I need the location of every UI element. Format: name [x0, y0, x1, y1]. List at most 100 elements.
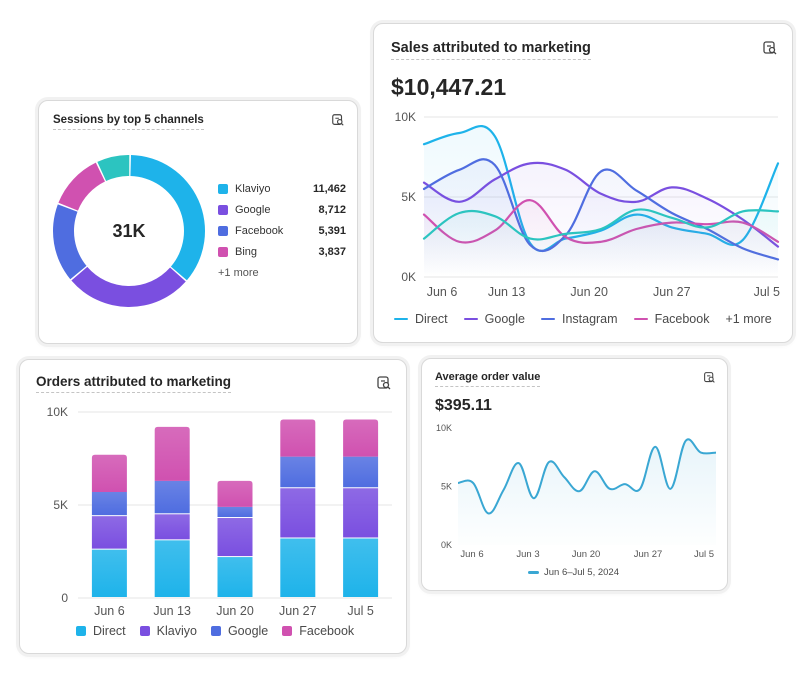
sales-card: Sales attributed to marketing $10,447.21… — [373, 23, 793, 343]
channel-name: Bing — [235, 246, 258, 258]
legend-swatch — [218, 205, 228, 215]
bar-segment-google[interactable] — [217, 506, 253, 518]
bar-segment-google[interactable] — [154, 480, 190, 514]
y-tick-label: 5K — [441, 482, 452, 492]
bar-segment-facebook[interactable] — [280, 419, 316, 457]
channel-value: 11,462 — [312, 183, 346, 195]
bar-segment-google[interactable] — [280, 456, 316, 488]
report-icon[interactable] — [762, 40, 778, 56]
bar-segment-klaviyo[interactable] — [154, 514, 190, 540]
x-tick-label: Jun 13 — [488, 285, 526, 299]
aov-card: Average order value $395.11 0K 5K 10K Jun 6… — [421, 358, 728, 591]
donut-slice-other[interactable] — [97, 155, 130, 182]
x-tick-label: Jun 3 — [516, 549, 539, 560]
channel-name: Klaviyo — [235, 183, 271, 195]
sales-total: $10,447.21 — [391, 74, 507, 100]
x-tick-label: Jun 20 — [570, 285, 608, 299]
bar-segment-direct[interactable] — [280, 538, 316, 597]
sessions-legend-item-google: Google 8,712 — [218, 204, 346, 216]
orders-card: Orders attributed to marketing 0 5K 10K Jun… — [19, 359, 407, 654]
sessions-donut-chart — [53, 155, 205, 307]
x-tick-label: Jun 27 — [279, 604, 317, 618]
orders-title[interactable]: Orders attributed to marketing — [36, 374, 232, 393]
legend-swatch — [218, 226, 228, 236]
x-tick-label: Jun 20 — [572, 549, 601, 560]
legend-more-link[interactable]: +1 more — [725, 312, 772, 326]
legend-item-facebook[interactable]: Facebook — [282, 624, 354, 638]
legend-item-direct[interactable]: Direct — [76, 624, 126, 638]
x-tick-label: Jun 27 — [653, 285, 691, 299]
orders-legend: Direct Klaviyo Google Facebook — [76, 624, 354, 638]
y-tick-label: 10K — [436, 423, 452, 433]
x-tick-label: Jun 13 — [153, 604, 191, 618]
bar-segment-direct[interactable] — [343, 538, 379, 597]
legend-swatch — [218, 184, 228, 194]
y-tick-label: 5K — [401, 190, 416, 204]
bar-segment-facebook[interactable] — [343, 419, 379, 457]
channel-value: 3,837 — [318, 246, 346, 258]
report-icon[interactable] — [376, 375, 392, 391]
bar-segment-direct[interactable] — [91, 549, 127, 597]
bar-segment-klaviyo[interactable] — [280, 488, 316, 538]
x-tick-label: Jun 20 — [216, 604, 254, 618]
sessions-more-link[interactable]: +1 more — [218, 267, 259, 279]
bar-segment-direct[interactable] — [154, 540, 190, 597]
aov-area — [458, 439, 716, 545]
channel-value: 8,712 — [318, 204, 346, 216]
bar-segment-google[interactable] — [343, 456, 379, 488]
y-tick-label: 10K — [395, 110, 416, 124]
channel-name: Facebook — [235, 225, 284, 237]
donut-slice-bing[interactable] — [58, 162, 105, 211]
x-tick-label: Jul 5 — [754, 285, 780, 299]
series-line-other[interactable] — [422, 208, 780, 241]
orders-bar-chart: 0 5K 10K Jun 6 Jun 13 Jun 20 Jun 27 Jul 5 — [47, 405, 392, 618]
x-tick-label: Jul 5 — [347, 604, 373, 618]
aov-legend: Jun 6–Jul 5, 2024 — [528, 567, 619, 578]
sales-title[interactable]: Sales attributed to marketing — [391, 40, 591, 60]
y-tick-label: 0K — [441, 540, 452, 550]
legend-item-google[interactable]: Google — [210, 624, 268, 638]
bar-segment-klaviyo[interactable] — [217, 518, 253, 557]
sessions-legend-item-klaviyo: Klaviyo 11,462 — [218, 183, 346, 195]
legend-item-period[interactable]: Jun 6–Jul 5, 2024 — [528, 567, 619, 578]
aov-line[interactable] — [457, 438, 717, 515]
sessions-center-label: 31K — [112, 221, 146, 241]
donut-slice-klaviyo[interactable] — [130, 155, 205, 281]
sessions-card: Sessions by top 5 channels 31K Klaviyo 1… — [38, 100, 358, 344]
report-icon[interactable] — [331, 113, 345, 127]
sessions-title[interactable]: Sessions by top 5 channels — [53, 114, 204, 130]
legend-item-klaviyo[interactable]: Klaviyo — [139, 624, 197, 638]
bar-segment-facebook[interactable] — [154, 426, 190, 481]
legend-item-google[interactable]: Google — [463, 312, 525, 326]
legend-item-direct[interactable]: Direct — [394, 312, 448, 326]
x-tick-label: Jun 27 — [634, 549, 663, 560]
y-tick-label: 10K — [47, 405, 68, 419]
series-area-other — [424, 209, 778, 277]
report-icon[interactable] — [703, 371, 716, 384]
aov-title[interactable]: Average order value — [435, 371, 541, 387]
aov-line-chart: 0K 5K 10K Jun 6 Jun 3 Jun 20 Jun 27 Jul 5 — [436, 423, 717, 560]
y-tick-label: 0K — [401, 270, 416, 284]
bar-segment-direct[interactable] — [217, 557, 253, 597]
sales-legend: Direct Google Instagram Facebook +1 more — [394, 312, 772, 326]
aov-value: $395.11 — [435, 397, 492, 414]
legend-item-facebook[interactable]: Facebook — [633, 312, 709, 326]
donut-slice-facebook[interactable] — [53, 204, 87, 280]
bar-segment-google[interactable] — [91, 491, 127, 516]
bar-segment-facebook[interactable] — [91, 454, 127, 492]
x-tick-label: Jul 5 — [694, 549, 714, 560]
sessions-legend-item-bing: Bing 3,837 — [218, 246, 346, 258]
x-tick-label: Jun 6 — [460, 549, 483, 560]
sessions-legend-item-facebook: Facebook 5,391 — [218, 225, 346, 237]
bar-segment-klaviyo[interactable] — [91, 516, 127, 549]
bar-segment-facebook[interactable] — [217, 480, 253, 507]
x-tick-label: Jun 6 — [94, 604, 125, 618]
y-tick-label: 5K — [53, 498, 68, 512]
legend-item-instagram[interactable]: Instagram — [540, 312, 618, 326]
x-tick-label: Jun 6 — [427, 285, 458, 299]
channel-name: Google — [235, 204, 271, 216]
legend-swatch — [218, 247, 228, 257]
bar-segment-klaviyo[interactable] — [343, 488, 379, 538]
y-tick-label: 0 — [61, 591, 68, 605]
donut-slice-google[interactable] — [71, 266, 186, 307]
